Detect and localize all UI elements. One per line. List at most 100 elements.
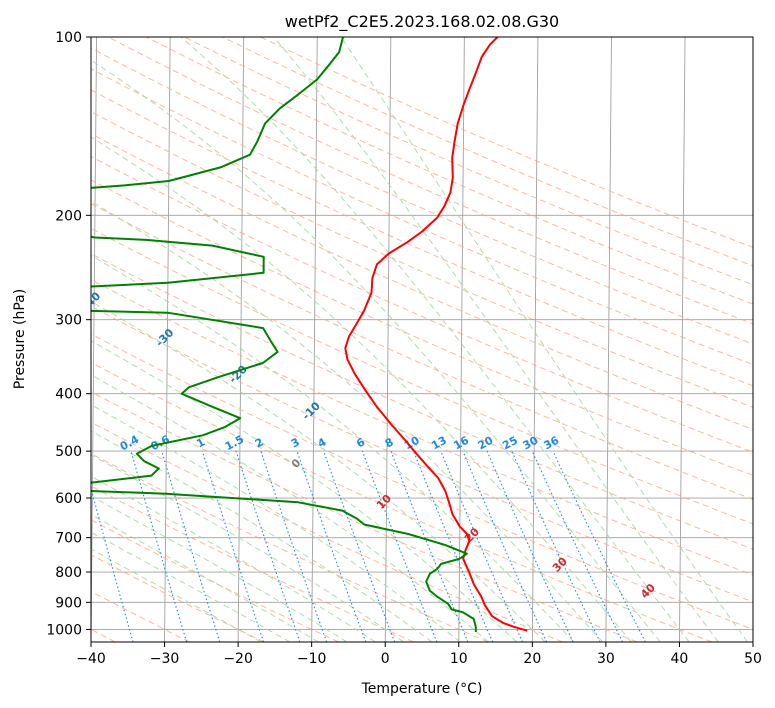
moist-adiabat-label: 0 [289,456,304,471]
moist-adiabat-line [91,514,319,642]
pressure-grid-lines [91,37,753,630]
mixing-ratio-line [130,450,188,642]
moist-adiabat-line [91,340,518,642]
mixing-ratio-label: 8 [383,435,396,450]
mixing-ratio-label: 6 [354,435,367,450]
moist-adiabat-line [91,495,348,642]
dry-adiabat-line [91,227,753,525]
reference-line-labels: 0.10.20.40.611.52346810131620253036-100-… [7,253,658,601]
mixing-ratio-label: 20 [476,434,496,453]
x-axis: −40 −30 −20 −10 0 10 20 30 40 50 [76,642,762,667]
y-tick-label: 800 [55,565,82,581]
y-axis: 100 200 300 400 500 600 700 800 900 1000 [46,30,91,638]
mixing-ratio-line [91,486,134,642]
mixing-ratio-line [440,450,524,642]
isotherm-line [531,37,539,642]
x-tick-label: 20 [523,651,541,667]
mixing-ratio-line [511,450,601,642]
dry-adiabat-line [91,554,265,642]
mixing-ratio-line [260,450,328,642]
moist-adiabat-line [91,475,376,642]
y-tick-label: 1000 [46,622,82,638]
dry-adiabat-line [91,111,753,408]
isotherm-line [164,37,171,642]
moist-adiabat-line [180,37,690,642]
mixing-ratio-line [552,450,646,642]
mixing-ratio-label: 4 [316,435,329,450]
mixing-ratio-label: 16 [451,434,471,453]
dry-adiabat-line [91,179,753,476]
dry-adiabat-label: -50 [7,253,30,276]
plot-area: 0.10.20.40.611.52346810131620253036-100-… [7,37,753,642]
x-tick-label: 50 [744,651,762,667]
temperature-profile-line [344,37,528,632]
isotherm-line [752,593,753,642]
dry-adiabat-line [91,485,414,642]
x-tick-label: 10 [450,651,468,667]
dry-adiabat-label: -30 [153,326,176,349]
x-tick-label: 40 [671,651,689,667]
y-tick-label: 100 [55,30,82,46]
chart-title: wetPf2_C2E5.2023.168.02.08.G30 [285,12,559,32]
mixing-ratio-line [412,450,494,642]
dry-adiabat-line [91,305,753,603]
dry-adiabat-line [91,421,563,642]
moist-adiabat-line [91,136,632,642]
mixing-ratio-label: 10 [402,434,422,453]
isotherm-line [91,37,98,642]
profile-series [91,37,528,632]
dry-adiabat-line [91,253,753,550]
moist-adiabat-line [91,548,262,642]
y-tick-label: 900 [55,595,82,611]
moist-adiabat-line [91,454,404,642]
moist-adiabat-line [91,254,575,642]
dry-adiabat-line [91,452,489,642]
y-axis-title: Pressure (hPa) [12,289,28,389]
dry-adiabat-line [145,37,753,305]
moist-adiabat-line [91,374,489,642]
dry-adiabat-line [184,37,753,286]
mixing-ratio-line [235,450,301,642]
x-tick-label: −20 [223,651,253,667]
dry-adiabat-line [91,203,753,500]
mixing-ratio-label: 0.4 [118,433,142,454]
mixing-ratio-line [161,450,221,642]
isotherm-line [384,37,392,642]
dry-adiabat-line [91,333,753,630]
x-tick-label: 0 [381,651,390,667]
isotherm-line [237,37,245,642]
dewpoint-profile-line [91,37,477,632]
moist-adiabat-line [91,300,546,642]
y-tick-label: 400 [55,387,82,403]
isotherm-lines [91,37,753,642]
isotherm-line [678,37,686,642]
x-tick-label: −40 [76,651,106,667]
mixing-ratio-lines [91,450,646,642]
dry-adiabat-line [91,133,753,430]
y-tick-label: 700 [55,531,82,547]
isotherm-line [458,37,465,642]
dry-adiabat-line [222,37,753,267]
moist-adiabat-label: 10 [374,492,394,512]
mixing-ratio-line [296,450,367,642]
plot-frame [90,36,754,643]
mixing-ratio-label: 36 [542,434,562,453]
mixing-ratio-label: 25 [500,434,520,453]
dry-adiabat-line [91,68,753,366]
dry-adiabat-line [91,391,638,642]
moist-adiabat-line [91,200,603,642]
x-tick-label: 30 [597,651,615,667]
moist-adiabat-line [91,404,461,642]
mixing-ratio-line [201,450,265,642]
y-tick-label: 300 [55,313,82,329]
moist-adiabat-line [91,430,433,642]
dry-adiabat-line [91,47,753,345]
mixing-ratio-label: 2 [253,435,266,450]
isotherm-line [311,37,318,642]
mixing-ratio-label: 1.5 [223,433,246,454]
mixing-ratio-line [361,450,438,642]
isotherm-line [605,37,612,642]
dry-adiabat-label: -40 [80,289,103,312]
mixing-ratio-label: 3 [289,435,302,450]
moist-adiabat-line [91,531,291,642]
